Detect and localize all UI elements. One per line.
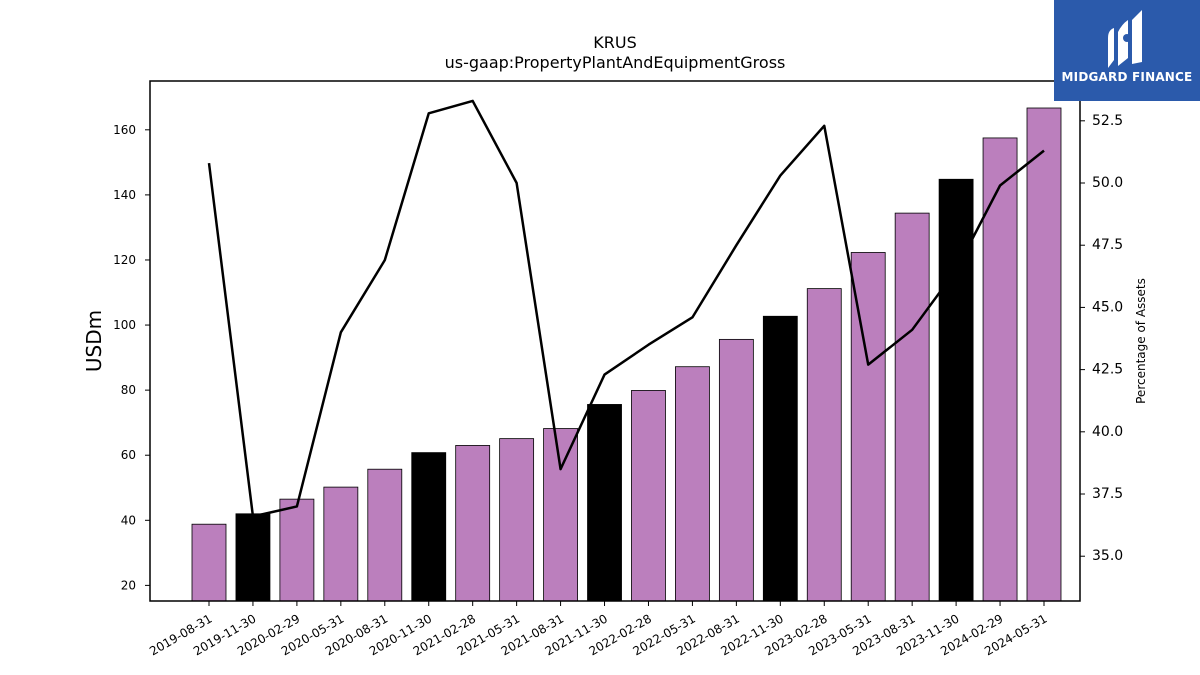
chart-title: KRUS <box>593 33 636 52</box>
y2-tick-label: 35.0 <box>1092 548 1123 564</box>
y-tick-label: 20 <box>121 578 136 592</box>
y-axis-right: 35.0 37.5 40.0 42.5 45.0 47.5 50.0 52.5 <box>1080 113 1123 564</box>
plot-frame <box>149 80 1081 602</box>
y-tick-label: 60 <box>121 448 136 462</box>
bar <box>1026 107 1062 602</box>
y2-tick-label: 50.0 <box>1092 175 1123 191</box>
bar <box>718 338 754 602</box>
y-tick-label: 80 <box>121 383 136 397</box>
bar <box>499 438 535 602</box>
bar <box>631 390 666 602</box>
line-layer <box>207 99 1045 518</box>
y-tick-label: 140 <box>113 188 136 202</box>
bars-layer <box>191 107 1062 602</box>
bar <box>411 452 447 602</box>
y-tick-label: 100 <box>113 318 136 332</box>
y-tick-label: 40 <box>121 513 136 527</box>
percentage-line <box>207 99 1045 518</box>
logo-text: MIDGARD FINANCE <box>1061 70 1193 84</box>
y-axis-label-right: Percentage of Assets <box>1134 278 1148 404</box>
bar <box>894 212 930 602</box>
logo-mark-icon <box>1108 10 1142 68</box>
y-tick-label: 160 <box>113 123 136 137</box>
y-axis-label-left: USDm <box>82 310 106 372</box>
bar <box>982 137 1018 602</box>
y-axis-left: 20 40 60 80 100 120 140 160 <box>113 123 150 592</box>
y2-tick-label: 40.0 <box>1092 424 1123 440</box>
y2-tick-label: 42.5 <box>1092 362 1123 378</box>
bar <box>850 252 886 602</box>
y2-tick-label: 47.5 <box>1092 237 1123 253</box>
bar <box>587 404 622 602</box>
chart-subtitle: us-gaap:PropertyPlantAndEquipmentGross <box>445 53 786 72</box>
bar <box>938 178 974 602</box>
bar <box>806 288 842 602</box>
x-axis: 2019-08-312019-11-302020-02-292020-05-31… <box>147 601 1050 658</box>
y2-tick-label: 52.5 <box>1092 113 1123 129</box>
bar <box>762 315 798 602</box>
bar <box>455 445 491 602</box>
bar <box>235 513 271 602</box>
bar <box>675 366 710 602</box>
bar <box>191 523 227 602</box>
bar <box>543 428 578 602</box>
bar <box>367 468 403 602</box>
y2-tick-label: 45.0 <box>1092 299 1123 315</box>
bar <box>279 498 315 602</box>
y2-tick-label: 37.5 <box>1092 486 1123 502</box>
bar <box>323 486 359 602</box>
brand-logo: MIDGARD FINANCE <box>1054 0 1200 101</box>
y-tick-label: 120 <box>113 253 136 267</box>
